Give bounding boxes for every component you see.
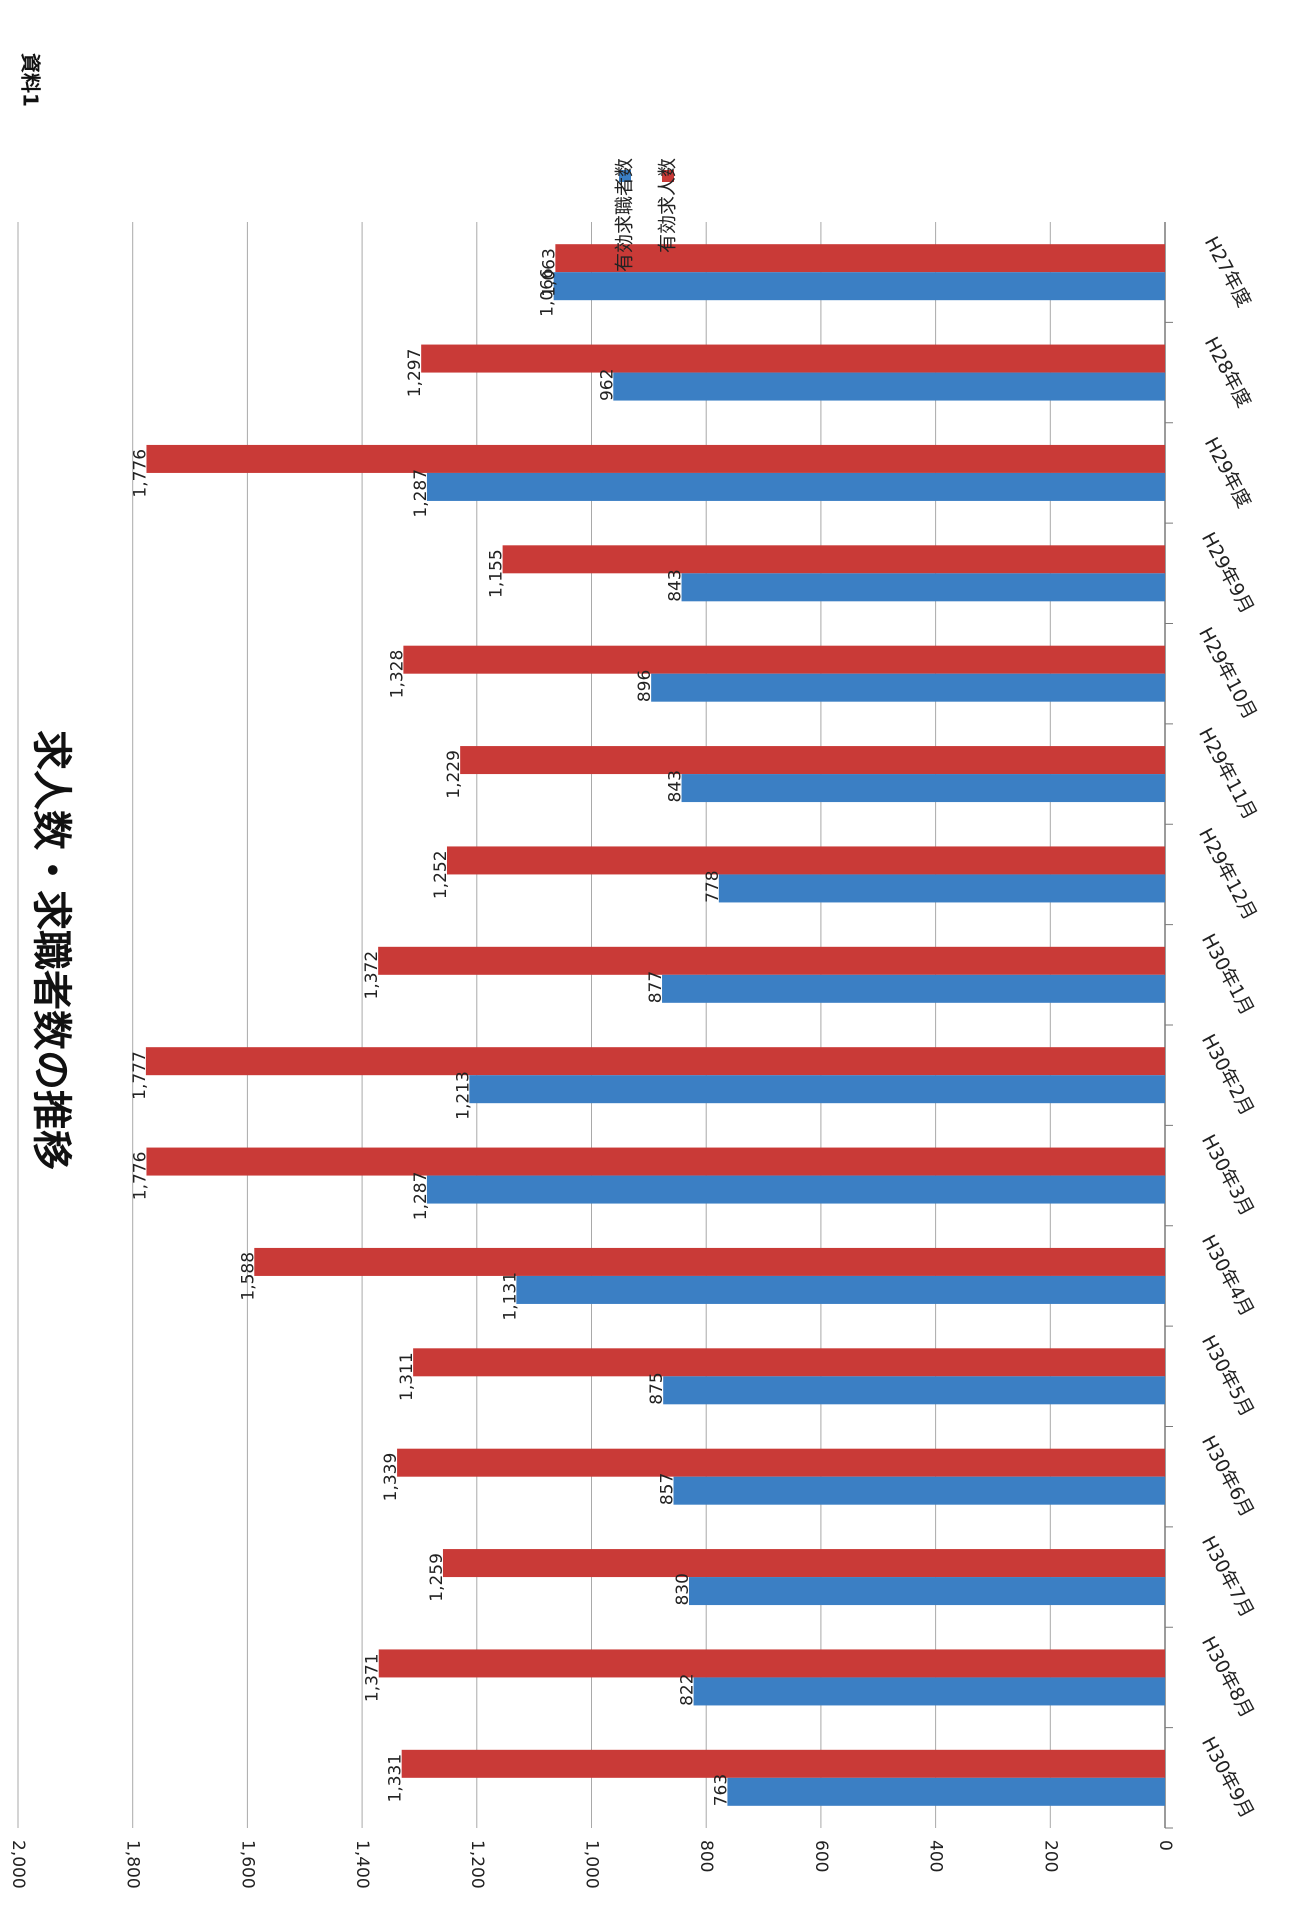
data-label: 1,776 <box>130 1152 150 1201</box>
data-label: 822 <box>678 1673 698 1705</box>
bar-job-seekers <box>718 874 1165 903</box>
data-label: 1,777 <box>130 1051 150 1100</box>
bar-job-openings <box>413 1348 1166 1377</box>
category-label: H30年5月 <box>1197 1332 1258 1421</box>
legend-swatch <box>619 170 631 182</box>
value-tick-label: 200 <box>1040 1840 1060 1872</box>
bar-job-seekers <box>613 372 1165 401</box>
category-label: H30年3月 <box>1197 1131 1258 1220</box>
bars <box>145 244 1166 1806</box>
data-label: 1,297 <box>405 349 425 398</box>
data-label: 1,371 <box>363 1653 383 1702</box>
bar-job-seekers <box>662 974 1165 1003</box>
category-label: H30年4月 <box>1197 1231 1258 1320</box>
bar-job-seekers <box>553 272 1165 301</box>
data-label: 1,339 <box>381 1453 401 1502</box>
bar-job-seekers <box>727 1777 1165 1806</box>
category-label: H27年度 <box>1200 233 1255 311</box>
category-label: H30年1月 <box>1197 930 1258 1019</box>
category-label: H29年12月 <box>1194 825 1261 924</box>
legend: 有効求職者数 有効求人数 <box>614 158 679 272</box>
legend-label: 有効求職者数 <box>614 158 636 272</box>
bar-job-seekers <box>516 1275 1165 1304</box>
data-label: 1,131 <box>500 1272 520 1321</box>
bar-job-seekers <box>673 1476 1165 1505</box>
data-label: 1,287 <box>411 469 431 518</box>
category-label: H30年8月 <box>1197 1633 1258 1722</box>
value-tick-label: 2,000 <box>8 1840 28 1889</box>
category-label: H28年度 <box>1200 333 1255 411</box>
data-label: 896 <box>635 670 655 702</box>
category-label: H30年7月 <box>1197 1533 1258 1622</box>
value-tick-label: 1,400 <box>352 1840 372 1889</box>
data-label: 875 <box>647 1372 667 1404</box>
bar-job-openings <box>460 746 1166 775</box>
bar-job-openings <box>397 1448 1165 1477</box>
data-label: 1,311 <box>397 1352 417 1401</box>
data-label: 1,328 <box>387 650 407 699</box>
value-tick-label: 800 <box>696 1840 716 1872</box>
bar-job-seekers <box>651 673 1165 702</box>
bar-job-openings <box>254 1247 1166 1276</box>
data-label: 1,372 <box>362 951 382 1000</box>
bar-job-seekers <box>426 1175 1165 1204</box>
bar-job-openings <box>442 1549 1165 1578</box>
value-tick-label: 1,000 <box>582 1840 602 1889</box>
bar-job-openings <box>378 946 1166 975</box>
bar-job-openings <box>378 1649 1165 1678</box>
value-tick-label: 1,200 <box>467 1840 487 1889</box>
legend-label: 有効求人数 <box>657 158 679 253</box>
value-tick-label: 1,800 <box>123 1840 143 1889</box>
category-label: H29年度 <box>1200 434 1255 512</box>
data-label: 1,259 <box>427 1553 447 1602</box>
value-tick-label: 400 <box>926 1840 946 1872</box>
data-label: 1,287 <box>411 1172 431 1221</box>
value-tick-label: 1,600 <box>237 1840 257 1889</box>
category-label: H29年10月 <box>1194 624 1261 723</box>
data-label: 778 <box>703 870 723 902</box>
category-label: H30年9月 <box>1197 1733 1258 1822</box>
bar-job-openings <box>403 645 1166 674</box>
data-label: 1,229 <box>444 750 464 799</box>
data-label: 1,155 <box>487 549 507 598</box>
category-label: H29年11月 <box>1194 724 1261 823</box>
bar-job-seekers <box>469 1075 1166 1104</box>
data-label: 877 <box>646 971 666 1003</box>
bar-job-seekers <box>681 573 1165 602</box>
value-tick-label: 0 <box>1155 1840 1175 1851</box>
bar-job-openings <box>555 244 1165 273</box>
data-label: 1,776 <box>130 449 150 498</box>
bar-job-openings <box>146 1147 1166 1176</box>
category-label: H30年2月 <box>1197 1031 1258 1120</box>
bar-job-openings <box>502 545 1165 574</box>
data-label: 1,588 <box>238 1252 258 1301</box>
bar-job-openings <box>421 344 1165 373</box>
data-label: 1,331 <box>386 1754 406 1803</box>
bar-job-seekers <box>688 1577 1165 1606</box>
bar-job-seekers <box>426 472 1165 501</box>
data-label: 763 <box>711 1774 731 1806</box>
data-label: 857 <box>658 1473 678 1505</box>
category-label: H29年9月 <box>1197 529 1258 618</box>
data-label: 1,066 <box>538 268 558 317</box>
data-label: 830 <box>673 1573 693 1605</box>
bar-job-openings <box>401 1749 1165 1778</box>
bar-job-openings <box>446 846 1165 875</box>
data-label: 843 <box>666 770 686 802</box>
value-tick-label: 600 <box>811 1840 831 1872</box>
data-label: 1,063 <box>539 248 559 297</box>
category-label: H30年6月 <box>1197 1432 1258 1521</box>
bar-job-openings <box>146 444 1166 473</box>
data-label: 843 <box>666 569 686 601</box>
bar-job-openings <box>145 1047 1165 1076</box>
bar-job-seekers <box>663 1376 1165 1405</box>
data-label: 1,213 <box>453 1071 473 1120</box>
legend-swatch <box>662 170 674 182</box>
bar-job-seekers <box>681 774 1165 803</box>
data-label: 962 <box>597 369 617 401</box>
data-label: 1,252 <box>431 850 451 899</box>
bar-job-seekers <box>693 1677 1165 1706</box>
